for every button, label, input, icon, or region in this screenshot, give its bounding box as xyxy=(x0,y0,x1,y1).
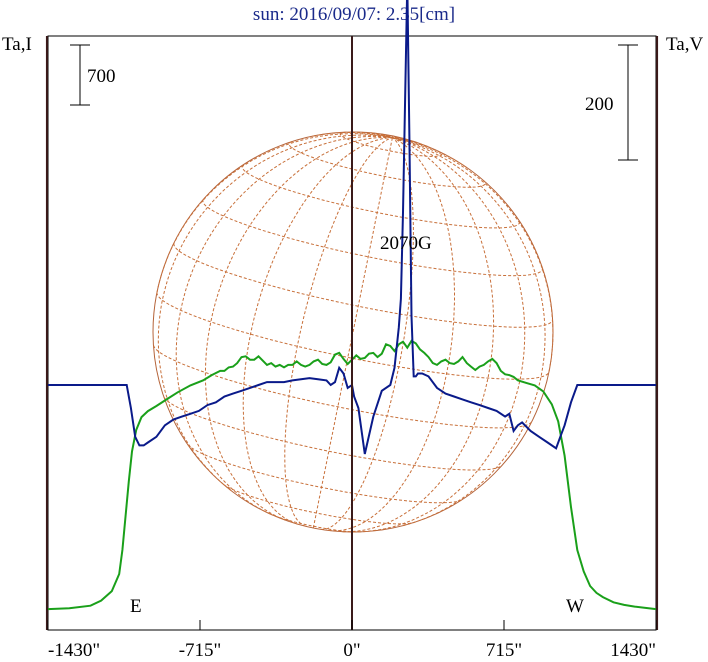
latitude-line xyxy=(153,345,532,429)
intensity-series-line xyxy=(47,339,657,611)
x-tick-label: -1430" xyxy=(48,640,100,661)
x-tick-label: 0" xyxy=(343,640,360,661)
limb-label-east: E xyxy=(130,596,142,617)
longitude-line xyxy=(156,133,393,293)
longitude-line xyxy=(392,137,403,139)
longitude-line xyxy=(358,137,526,533)
longitude-line xyxy=(312,137,393,528)
latitude-line xyxy=(241,164,520,229)
longitude-line xyxy=(157,134,393,492)
longitude-line xyxy=(392,137,554,372)
left-scale-bar xyxy=(70,44,90,106)
longitude-line xyxy=(328,137,455,532)
polarization-series-line xyxy=(48,0,656,455)
x-tick-label: 1430" xyxy=(610,640,656,661)
latitude-line xyxy=(288,141,486,188)
x-axis-ticks: -1430" -715" 0" 715" 1430" xyxy=(47,620,657,661)
longitude-line xyxy=(204,136,393,521)
chart-title: sun: 2016/09/07: 2.35[cm] xyxy=(253,4,455,25)
right-scale-bar-label: 200 xyxy=(585,94,614,115)
right-scale-bar xyxy=(618,44,638,161)
limb-lines xyxy=(45,36,659,630)
x-tick-label: 715" xyxy=(486,640,522,661)
longitude-line xyxy=(342,137,495,533)
right-axis-label: Ta,V xyxy=(666,34,703,55)
left-scale-bar-label: 700 xyxy=(87,66,116,87)
longitude-line xyxy=(242,137,393,525)
longitude-line xyxy=(175,135,393,515)
series-layer xyxy=(47,0,657,611)
longitude-line xyxy=(284,137,393,527)
longitude-line xyxy=(387,134,393,139)
field-strength-annotation: 2070G xyxy=(380,233,432,254)
longitude-line xyxy=(321,137,414,530)
left-axis-label: Ta,I xyxy=(2,34,32,55)
latitude-line xyxy=(202,199,543,277)
longitude-line xyxy=(392,137,546,527)
latitude-line xyxy=(173,243,553,328)
x-tick-label: -715" xyxy=(179,640,222,661)
latitude-line xyxy=(339,131,443,157)
limb-label-west: W xyxy=(566,596,584,617)
